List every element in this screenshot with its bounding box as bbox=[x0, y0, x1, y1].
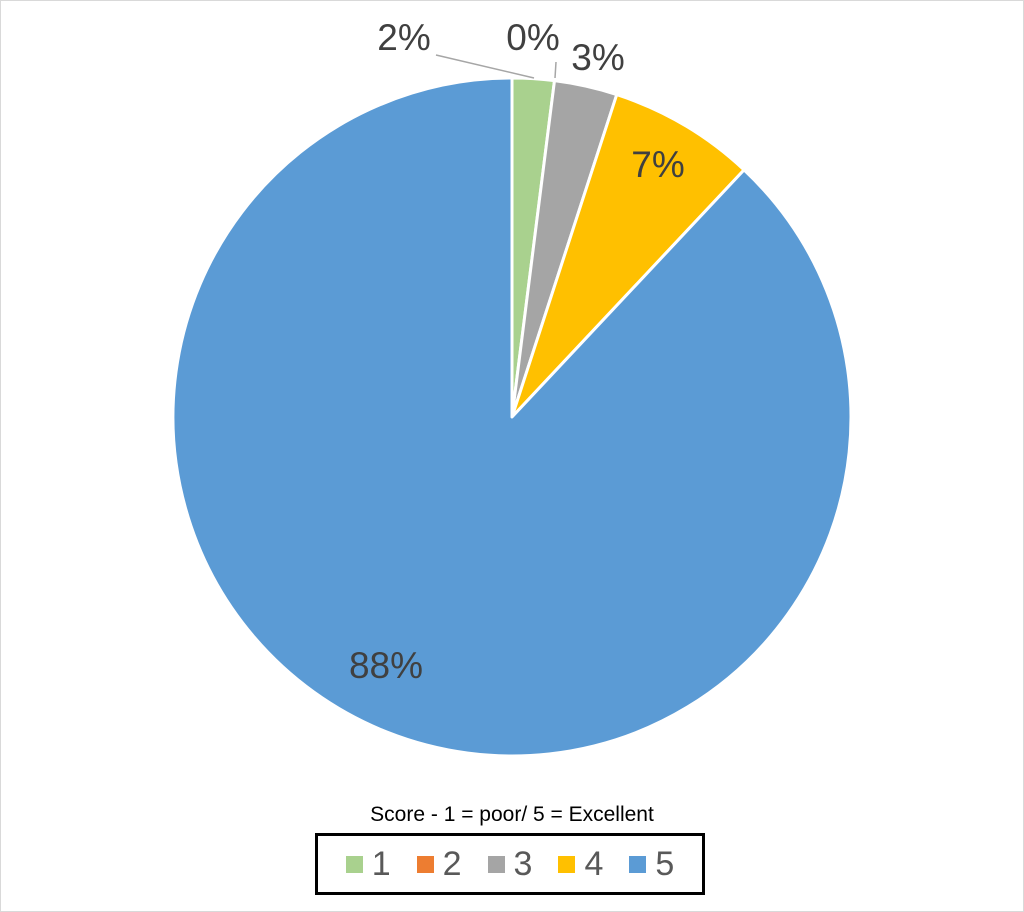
legend-swatch-4 bbox=[558, 855, 576, 873]
legend-swatch-1 bbox=[345, 855, 363, 873]
data-label-5: 88% bbox=[349, 645, 423, 686]
legend-label-1: 1 bbox=[371, 845, 391, 883]
legend-swatch-2 bbox=[416, 855, 434, 873]
legend-entry-5: 5 bbox=[629, 847, 674, 881]
legend-label-2: 2 bbox=[442, 845, 462, 883]
legend: 1 2 3 4 5 bbox=[315, 833, 705, 895]
legend-swatch-3 bbox=[487, 855, 505, 873]
data-label-2: 0% bbox=[506, 17, 559, 58]
leader-lines bbox=[435, 54, 557, 79]
pie-slices bbox=[171, 76, 853, 758]
pie-slice-5 bbox=[171, 76, 853, 758]
legend-entry-3: 3 bbox=[487, 845, 533, 883]
legend-label-4: 4 bbox=[584, 845, 604, 883]
legend-entry-2: 2 bbox=[416, 845, 462, 883]
legend-entry-4: 4 bbox=[558, 847, 603, 881]
data-labels: 2% 0% 3% 7% 88% bbox=[349, 17, 685, 686]
legend-caption: Score - 1 = poor/ 5 = Excellent bbox=[370, 803, 654, 826]
leader-line-1 bbox=[435, 54, 535, 79]
data-label-1: 2% bbox=[377, 17, 430, 58]
pie-slice-4 bbox=[510, 93, 746, 419]
legend-entry-1: 1 bbox=[345, 845, 391, 883]
data-label-4: 7% bbox=[631, 144, 684, 185]
data-label-3: 3% bbox=[571, 37, 624, 78]
legend-label-3: 3 bbox=[513, 845, 533, 883]
legend-label-5: 5 bbox=[655, 845, 675, 883]
leader-line-2 bbox=[554, 61, 557, 79]
legend-swatch-5 bbox=[629, 855, 647, 873]
